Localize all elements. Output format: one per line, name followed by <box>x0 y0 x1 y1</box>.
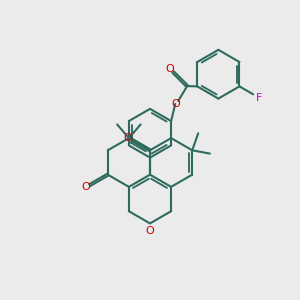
Text: O: O <box>124 133 133 143</box>
Text: F: F <box>256 93 262 103</box>
Text: O: O <box>146 226 154 236</box>
Text: O: O <box>82 182 90 192</box>
Text: O: O <box>171 99 180 109</box>
Text: O: O <box>166 64 174 74</box>
